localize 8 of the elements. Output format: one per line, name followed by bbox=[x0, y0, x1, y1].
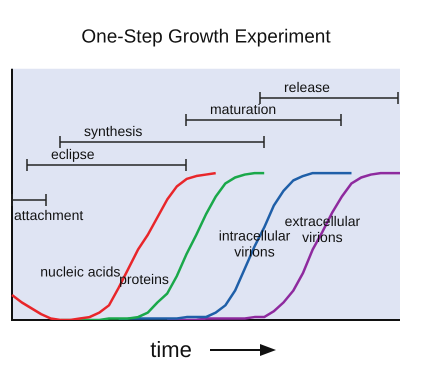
x-axis-title: time bbox=[150, 337, 192, 362]
annotation: attachment bbox=[14, 207, 84, 223]
text: synthesis bbox=[84, 123, 142, 139]
text: maturation bbox=[210, 101, 276, 117]
text: release bbox=[284, 79, 330, 95]
text: eclipse bbox=[51, 146, 95, 162]
series-label: nucleic acids bbox=[40, 264, 120, 280]
chart-title: One-Step Growth Experiment bbox=[81, 26, 332, 48]
